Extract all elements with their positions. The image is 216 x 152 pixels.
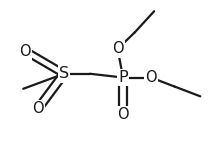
- Text: O: O: [145, 70, 157, 85]
- Text: P: P: [118, 70, 128, 85]
- Text: O: O: [20, 44, 31, 59]
- Text: O: O: [32, 101, 44, 116]
- Text: S: S: [59, 66, 69, 81]
- Text: O: O: [112, 41, 124, 56]
- Text: O: O: [117, 107, 129, 122]
